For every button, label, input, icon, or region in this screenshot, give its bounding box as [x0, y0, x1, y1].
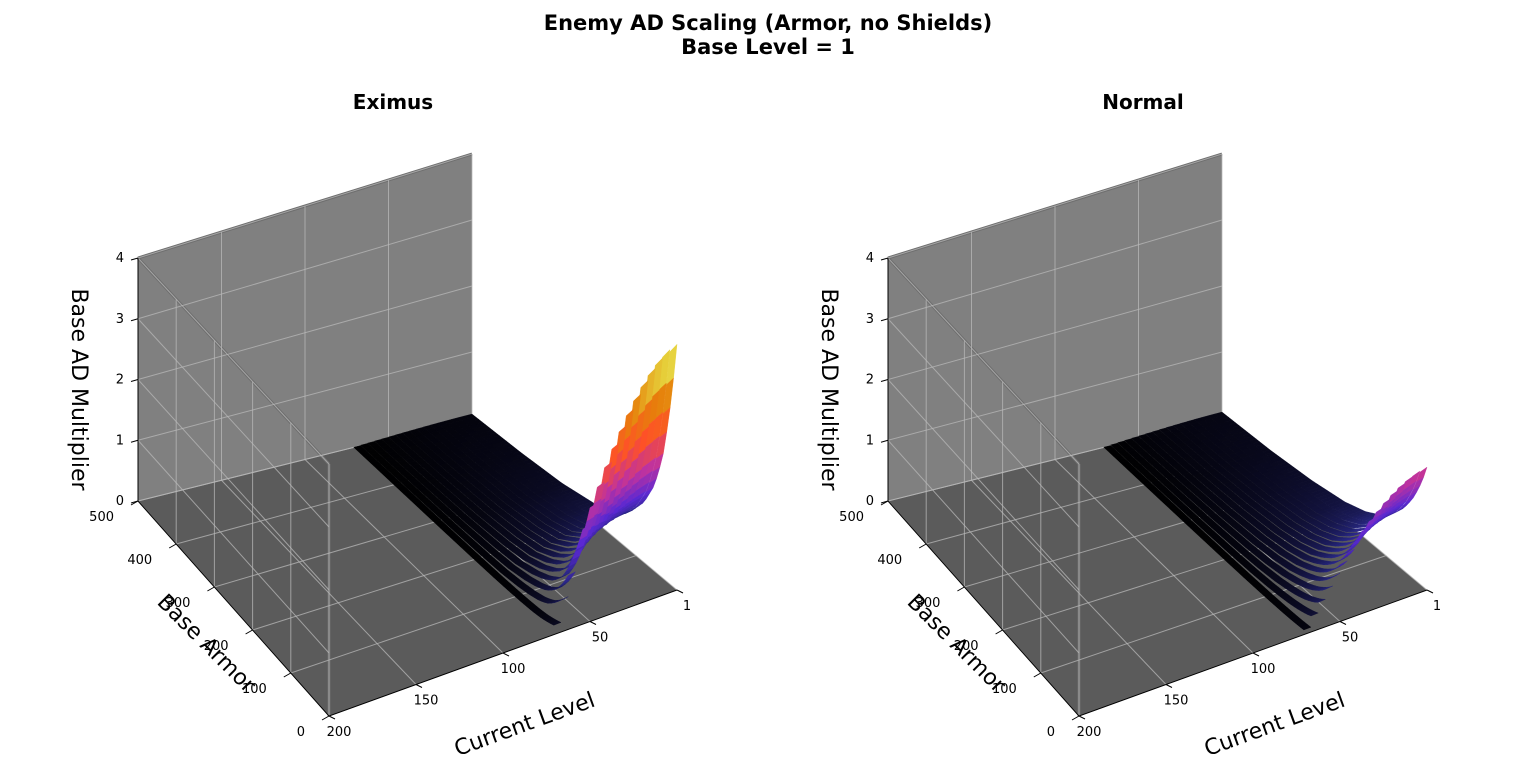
surface-patch	[388, 434, 400, 441]
z-tick-label: 0	[116, 494, 124, 509]
surface-patch	[1124, 438, 1136, 444]
x-tick-label: 50	[592, 631, 609, 646]
y-tick-label: 500	[89, 510, 114, 525]
x-tick-label: 200	[1077, 725, 1102, 740]
subplot-title: Normal	[1102, 90, 1184, 114]
y-tick-label: 0	[1047, 725, 1055, 740]
surface-patch	[367, 441, 379, 447]
x-tick-label: 200	[327, 725, 352, 740]
x-tick-label: 50	[1342, 631, 1359, 646]
x-tick-label: 100	[1251, 662, 1276, 677]
x-tick-label: 150	[1164, 694, 1189, 709]
surface-patch	[1158, 427, 1171, 433]
y-tick-label: 100	[992, 682, 1017, 697]
surface-patch	[1172, 423, 1185, 429]
figure-title-line2: Base Level = 1	[681, 35, 855, 59]
surface-patch	[381, 437, 393, 443]
subplot-title: Eximus	[353, 90, 433, 114]
surface-patch	[1117, 440, 1129, 446]
surface	[1103, 411, 1428, 631]
surface-patch	[1165, 425, 1178, 431]
subplot-eximus: Eximus150100150200010020030040050001234C…	[66, 90, 691, 762]
surface-patch	[374, 439, 386, 445]
surface-patch	[1103, 445, 1115, 451]
surface-patch	[1131, 436, 1143, 442]
surface-patch	[353, 445, 365, 451]
x-tick-label: 1	[1433, 599, 1441, 614]
x-tick-label: 150	[414, 694, 439, 709]
y-tick-label: 200	[204, 639, 229, 654]
y-tick-label: 500	[839, 510, 864, 525]
y-tick-label: 100	[242, 682, 267, 697]
y-tick-label: 0	[297, 725, 305, 740]
x-tick-label: 1	[683, 599, 691, 614]
subplot-normal: Normal150100150200010020030040050001234C…	[816, 90, 1441, 762]
z-axis-label: Base AD Multiplier	[66, 288, 91, 491]
surface-patch	[1138, 434, 1150, 440]
surface-patch	[1145, 431, 1157, 438]
surface-patch	[1151, 429, 1164, 435]
y-tick-label: 200	[954, 639, 979, 654]
z-tick-label: 3	[116, 312, 124, 327]
z-tick-label: 0	[866, 494, 874, 509]
z-tick-label: 3	[866, 312, 874, 327]
x-tick-label: 100	[501, 662, 526, 677]
surface	[353, 343, 678, 626]
surface-patch	[360, 443, 372, 449]
z-tick-label: 4	[866, 251, 874, 266]
y-tick-label: 400	[877, 553, 902, 568]
x-axis-label: Current Level	[451, 688, 598, 762]
y-tick-label: 400	[127, 553, 152, 568]
z-tick-label: 2	[116, 373, 124, 388]
surface-patch	[1110, 442, 1122, 449]
z-tick-label: 4	[116, 251, 124, 266]
surface-patch	[395, 432, 407, 439]
z-tick-label: 1	[116, 433, 124, 448]
z-axis-label: Base AD Multiplier	[816, 288, 841, 491]
z-tick-label: 1	[866, 433, 874, 448]
x-axis-label: Current Level	[1201, 688, 1348, 762]
y-tick-label: 300	[916, 596, 941, 611]
figure-title-line1: Enemy AD Scaling (Armor, no Shields)	[543, 11, 993, 35]
z-tick-label: 2	[866, 373, 874, 388]
surface-patch	[401, 430, 414, 437]
y-tick-label: 300	[166, 596, 191, 611]
